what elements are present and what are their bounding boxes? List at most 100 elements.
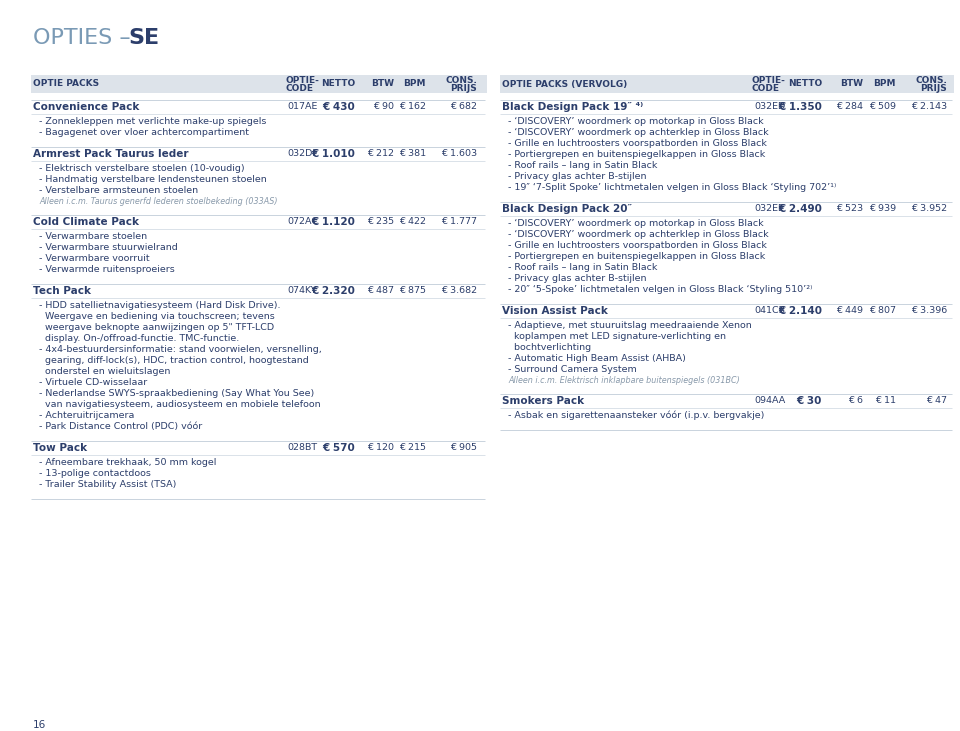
Text: Vision Assist Pack: Vision Assist Pack bbox=[502, 306, 608, 316]
Text: - Surround Camera System: - Surround Camera System bbox=[508, 365, 636, 374]
Text: Black Design Pack 19″ ⁴⁾: Black Design Pack 19″ ⁴⁾ bbox=[502, 102, 643, 112]
Text: € 2.320: € 2.320 bbox=[311, 286, 355, 296]
Text: € 215: € 215 bbox=[399, 443, 426, 452]
Text: - 13-polige contactdoos: - 13-polige contactdoos bbox=[39, 469, 151, 478]
Text: - Verwarmbare voorruit: - Verwarmbare voorruit bbox=[39, 254, 150, 263]
Text: - Park Distance Control (PDC) vóór: - Park Distance Control (PDC) vóór bbox=[39, 422, 203, 431]
Text: 032EE: 032EE bbox=[754, 204, 784, 213]
Text: € 235: € 235 bbox=[367, 217, 394, 226]
Text: CODE: CODE bbox=[285, 84, 313, 93]
Text: € 430: € 430 bbox=[323, 102, 355, 112]
Text: 032DF: 032DF bbox=[287, 149, 318, 158]
Text: 032ED: 032ED bbox=[754, 102, 785, 111]
Text: € 3.952: € 3.952 bbox=[911, 204, 947, 213]
Text: € 570: € 570 bbox=[323, 443, 355, 453]
Text: - Trailer Stability Assist (TSA): - Trailer Stability Assist (TSA) bbox=[39, 480, 177, 489]
Text: - Grille en luchtroosters voorspatborden in Gloss Black: - Grille en luchtroosters voorspatborden… bbox=[508, 241, 767, 250]
Text: € 905: € 905 bbox=[450, 443, 477, 452]
Text: - ‘DISCOVERY’ woordmerk op achterklep in Gloss Black: - ‘DISCOVERY’ woordmerk op achterklep in… bbox=[508, 230, 769, 239]
Text: € 1.777: € 1.777 bbox=[441, 217, 477, 226]
Text: Tow Pack: Tow Pack bbox=[33, 443, 87, 453]
Text: € 162: € 162 bbox=[399, 102, 426, 111]
Text: BTW: BTW bbox=[840, 80, 863, 88]
Text: 041CB: 041CB bbox=[754, 306, 785, 315]
Text: - 20″ ‘5-Spoke’ lichtmetalen velgen in Gloss Black ‘Styling 510’²⁾: - 20″ ‘5-Spoke’ lichtmetalen velgen in G… bbox=[508, 285, 812, 294]
Text: € 807: € 807 bbox=[869, 306, 896, 315]
Text: € 682: € 682 bbox=[450, 102, 477, 111]
Text: € 90: € 90 bbox=[373, 102, 394, 111]
Text: - Verwarmbare stoelen: - Verwarmbare stoelen bbox=[39, 232, 147, 241]
Text: - Automatic High Beam Assist (AHBA): - Automatic High Beam Assist (AHBA) bbox=[508, 354, 685, 363]
Text: SE: SE bbox=[128, 28, 159, 48]
Text: - Virtuele CD-wisselaar: - Virtuele CD-wisselaar bbox=[39, 378, 147, 387]
Text: PRIJS: PRIJS bbox=[450, 84, 477, 93]
Text: BPM: BPM bbox=[403, 80, 426, 88]
Text: - Elektrisch verstelbare stoelen (10-voudig): - Elektrisch verstelbare stoelen (10-vou… bbox=[39, 164, 245, 173]
Text: - Nederlandse SWYS-spraakbediening (Say What You See): - Nederlandse SWYS-spraakbediening (Say … bbox=[39, 389, 314, 398]
Text: van navigatiesysteem, audiosysteem en mobiele telefoon: van navigatiesysteem, audiosysteem en mo… bbox=[39, 400, 321, 409]
Text: - Portiergrepen en buitenspiegelkappen in Gloss Black: - Portiergrepen en buitenspiegelkappen i… bbox=[508, 252, 765, 261]
Text: 017AE: 017AE bbox=[287, 102, 318, 111]
Text: - 4x4-bestuurdersinformatie: stand voorwielen, versnelling,: - 4x4-bestuurdersinformatie: stand voorw… bbox=[39, 345, 322, 354]
Text: weergave beknopte aanwijzingen op 5" TFT-LCD: weergave beknopte aanwijzingen op 5" TFT… bbox=[39, 323, 275, 332]
Text: - Verwarmbare stuurwielrand: - Verwarmbare stuurwielrand bbox=[39, 243, 178, 252]
Text: - Roof rails – lang in Satin Black: - Roof rails – lang in Satin Black bbox=[508, 161, 658, 170]
Text: BTW: BTW bbox=[371, 80, 394, 88]
Text: NETTO: NETTO bbox=[321, 80, 355, 88]
Text: bochtverlichting: bochtverlichting bbox=[508, 343, 591, 352]
Text: - Adaptieve, met stuuruitslag meedraaiende Xenon: - Adaptieve, met stuuruitslag meedraaien… bbox=[508, 321, 752, 330]
Text: € 939: € 939 bbox=[869, 204, 896, 213]
Text: CONS.: CONS. bbox=[915, 76, 947, 85]
Text: koplampen met LED signature-verlichting en: koplampen met LED signature-verlichting … bbox=[508, 332, 726, 341]
Text: - Privacy glas achter B-stijlen: - Privacy glas achter B-stijlen bbox=[508, 172, 646, 181]
Bar bbox=[31, 75, 487, 93]
Text: € 1.010: € 1.010 bbox=[311, 149, 355, 159]
Text: - HDD satellietnavigatiesysteem (Hard Disk Drive).: - HDD satellietnavigatiesysteem (Hard Di… bbox=[39, 301, 280, 310]
Text: € 1.603: € 1.603 bbox=[441, 149, 477, 158]
Text: - Verstelbare armsteunen stoelen: - Verstelbare armsteunen stoelen bbox=[39, 186, 198, 195]
Text: Convenience Pack: Convenience Pack bbox=[33, 102, 139, 112]
Text: - 19″ ‘7-Split Spoke’ lichtmetalen velgen in Gloss Black ‘Styling 702’¹⁾: - 19″ ‘7-Split Spoke’ lichtmetalen velge… bbox=[508, 183, 836, 192]
Text: € 449: € 449 bbox=[836, 306, 863, 315]
Text: NETTO: NETTO bbox=[788, 80, 822, 88]
Text: Cold Climate Pack: Cold Climate Pack bbox=[33, 217, 139, 227]
Text: Alleen i.c.m. Elektrisch inklapbare buitenspiegels (031BC): Alleen i.c.m. Elektrisch inklapbare buit… bbox=[508, 376, 740, 385]
Text: € 3.682: € 3.682 bbox=[441, 286, 477, 295]
Text: € 47: € 47 bbox=[926, 396, 947, 405]
Text: CODE: CODE bbox=[752, 84, 780, 93]
Text: - Privacy glas achter B-stijlen: - Privacy glas achter B-stijlen bbox=[508, 274, 646, 283]
Text: - Handmatig verstelbare lendensteunen stoelen: - Handmatig verstelbare lendensteunen st… bbox=[39, 175, 267, 184]
Text: € 2.143: € 2.143 bbox=[911, 102, 947, 111]
Text: € 212: € 212 bbox=[367, 149, 394, 158]
Text: 16: 16 bbox=[33, 720, 46, 730]
Text: € 6: € 6 bbox=[848, 396, 863, 405]
Text: € 509: € 509 bbox=[869, 102, 896, 111]
Text: € 381: € 381 bbox=[398, 149, 426, 158]
Text: € 2.490: € 2.490 bbox=[779, 204, 822, 214]
Text: - Zonnekleppen met verlichte make-up spiegels: - Zonnekleppen met verlichte make-up spi… bbox=[39, 117, 266, 126]
Text: 028BT: 028BT bbox=[287, 443, 317, 452]
Text: € 487: € 487 bbox=[367, 286, 394, 295]
Text: € 1.120: € 1.120 bbox=[311, 217, 355, 227]
Text: - Roof rails – lang in Satin Black: - Roof rails – lang in Satin Black bbox=[508, 263, 658, 272]
Text: PRIJS: PRIJS bbox=[921, 84, 947, 93]
Text: Weergave en bediening via touchscreen; tevens: Weergave en bediening via touchscreen; t… bbox=[39, 312, 275, 321]
Text: onderstel en wieluitslagen: onderstel en wieluitslagen bbox=[39, 367, 170, 376]
Text: - Asbak en sigarettenaansteker vóór (i.p.v. bergvakje): - Asbak en sigarettenaansteker vóór (i.p… bbox=[508, 411, 764, 420]
Text: - Portiergrepen en buitenspiegelkappen in Gloss Black: - Portiergrepen en buitenspiegelkappen i… bbox=[508, 150, 765, 159]
Text: Black Design Pack 20″: Black Design Pack 20″ bbox=[502, 204, 632, 214]
Text: - Grille en luchtroosters voorspatborden in Gloss Black: - Grille en luchtroosters voorspatborden… bbox=[508, 139, 767, 148]
Text: CONS.: CONS. bbox=[445, 76, 477, 85]
Text: gearing, diff-lock(s), HDC, traction control, hoogtestand: gearing, diff-lock(s), HDC, traction con… bbox=[39, 356, 309, 365]
Text: € 523: € 523 bbox=[836, 204, 863, 213]
Text: 074KY: 074KY bbox=[287, 286, 317, 295]
Text: € 30: € 30 bbox=[797, 396, 822, 406]
Text: € 2.140: € 2.140 bbox=[778, 306, 822, 316]
Text: Armrest Pack Taurus leder: Armrest Pack Taurus leder bbox=[33, 149, 188, 159]
Text: € 284: € 284 bbox=[836, 102, 863, 111]
Text: - ‘DISCOVERY’ woordmerk op motorkap in Gloss Black: - ‘DISCOVERY’ woordmerk op motorkap in G… bbox=[508, 117, 763, 126]
Text: € 11: € 11 bbox=[875, 396, 896, 405]
Text: BPM: BPM bbox=[874, 80, 896, 88]
Text: OPTIE-: OPTIE- bbox=[752, 76, 786, 85]
Text: € 120: € 120 bbox=[367, 443, 394, 452]
